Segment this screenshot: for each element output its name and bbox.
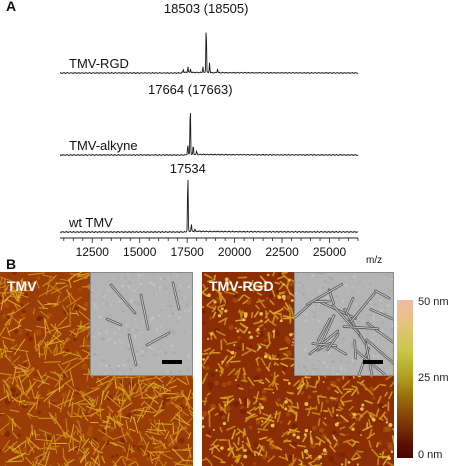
afm-image-tmv: TMV (0, 272, 193, 466)
spectrum-line (59, 179, 359, 234)
colorbar-label-mid: 25 nm (418, 372, 449, 384)
peak-label: 17534 (170, 161, 206, 176)
spectrum-label: TMV-alkyne (69, 138, 138, 153)
spectrum-line (59, 113, 359, 157)
x-axis-unit: m/z (366, 255, 382, 266)
afm-title-tmv-rgd: TMV-RGD (209, 278, 274, 294)
peak-label: 17664 (17663) (148, 82, 233, 97)
tem-inset-tmv (90, 272, 193, 376)
afm-title-tmv: TMV (7, 278, 37, 294)
spectrum-label: wt TMV (68, 215, 113, 230)
spectrum-line (59, 32, 359, 75)
x-tick-label: 20000 (218, 245, 252, 259)
colorbar-label-bottom: 0 nm (418, 449, 443, 461)
afm-image-tmv-rgd: TMV-RGD (202, 272, 394, 466)
x-tick-label: 25000 (313, 245, 347, 259)
panel-a-letter: A (6, 0, 17, 14)
tem-rods-tmv (91, 273, 192, 375)
scale-bar-tmv-rgd (363, 360, 383, 364)
x-tick-label: 15000 (123, 245, 157, 259)
tem-rods-tmv-rgd (295, 273, 393, 375)
height-colorbar (397, 300, 413, 458)
tem-inset-tmv-rgd (294, 272, 394, 376)
mass-spectra-plot: TMV-RGD 18503 (18505) TMV-alkyne 17664 (176… (59, 1, 382, 266)
x-tick-label: 12500 (76, 245, 110, 259)
colorbar-label-top: 50 nm (418, 296, 449, 308)
spectrum-label: TMV-RGD (69, 56, 129, 71)
panel-b-letter: B (6, 256, 17, 272)
peak-label: 18503 (18505) (164, 1, 249, 16)
scale-bar-tmv (162, 360, 182, 364)
x-tick-label: 17500 (170, 245, 204, 259)
x-tick-label: 22500 (265, 245, 299, 259)
